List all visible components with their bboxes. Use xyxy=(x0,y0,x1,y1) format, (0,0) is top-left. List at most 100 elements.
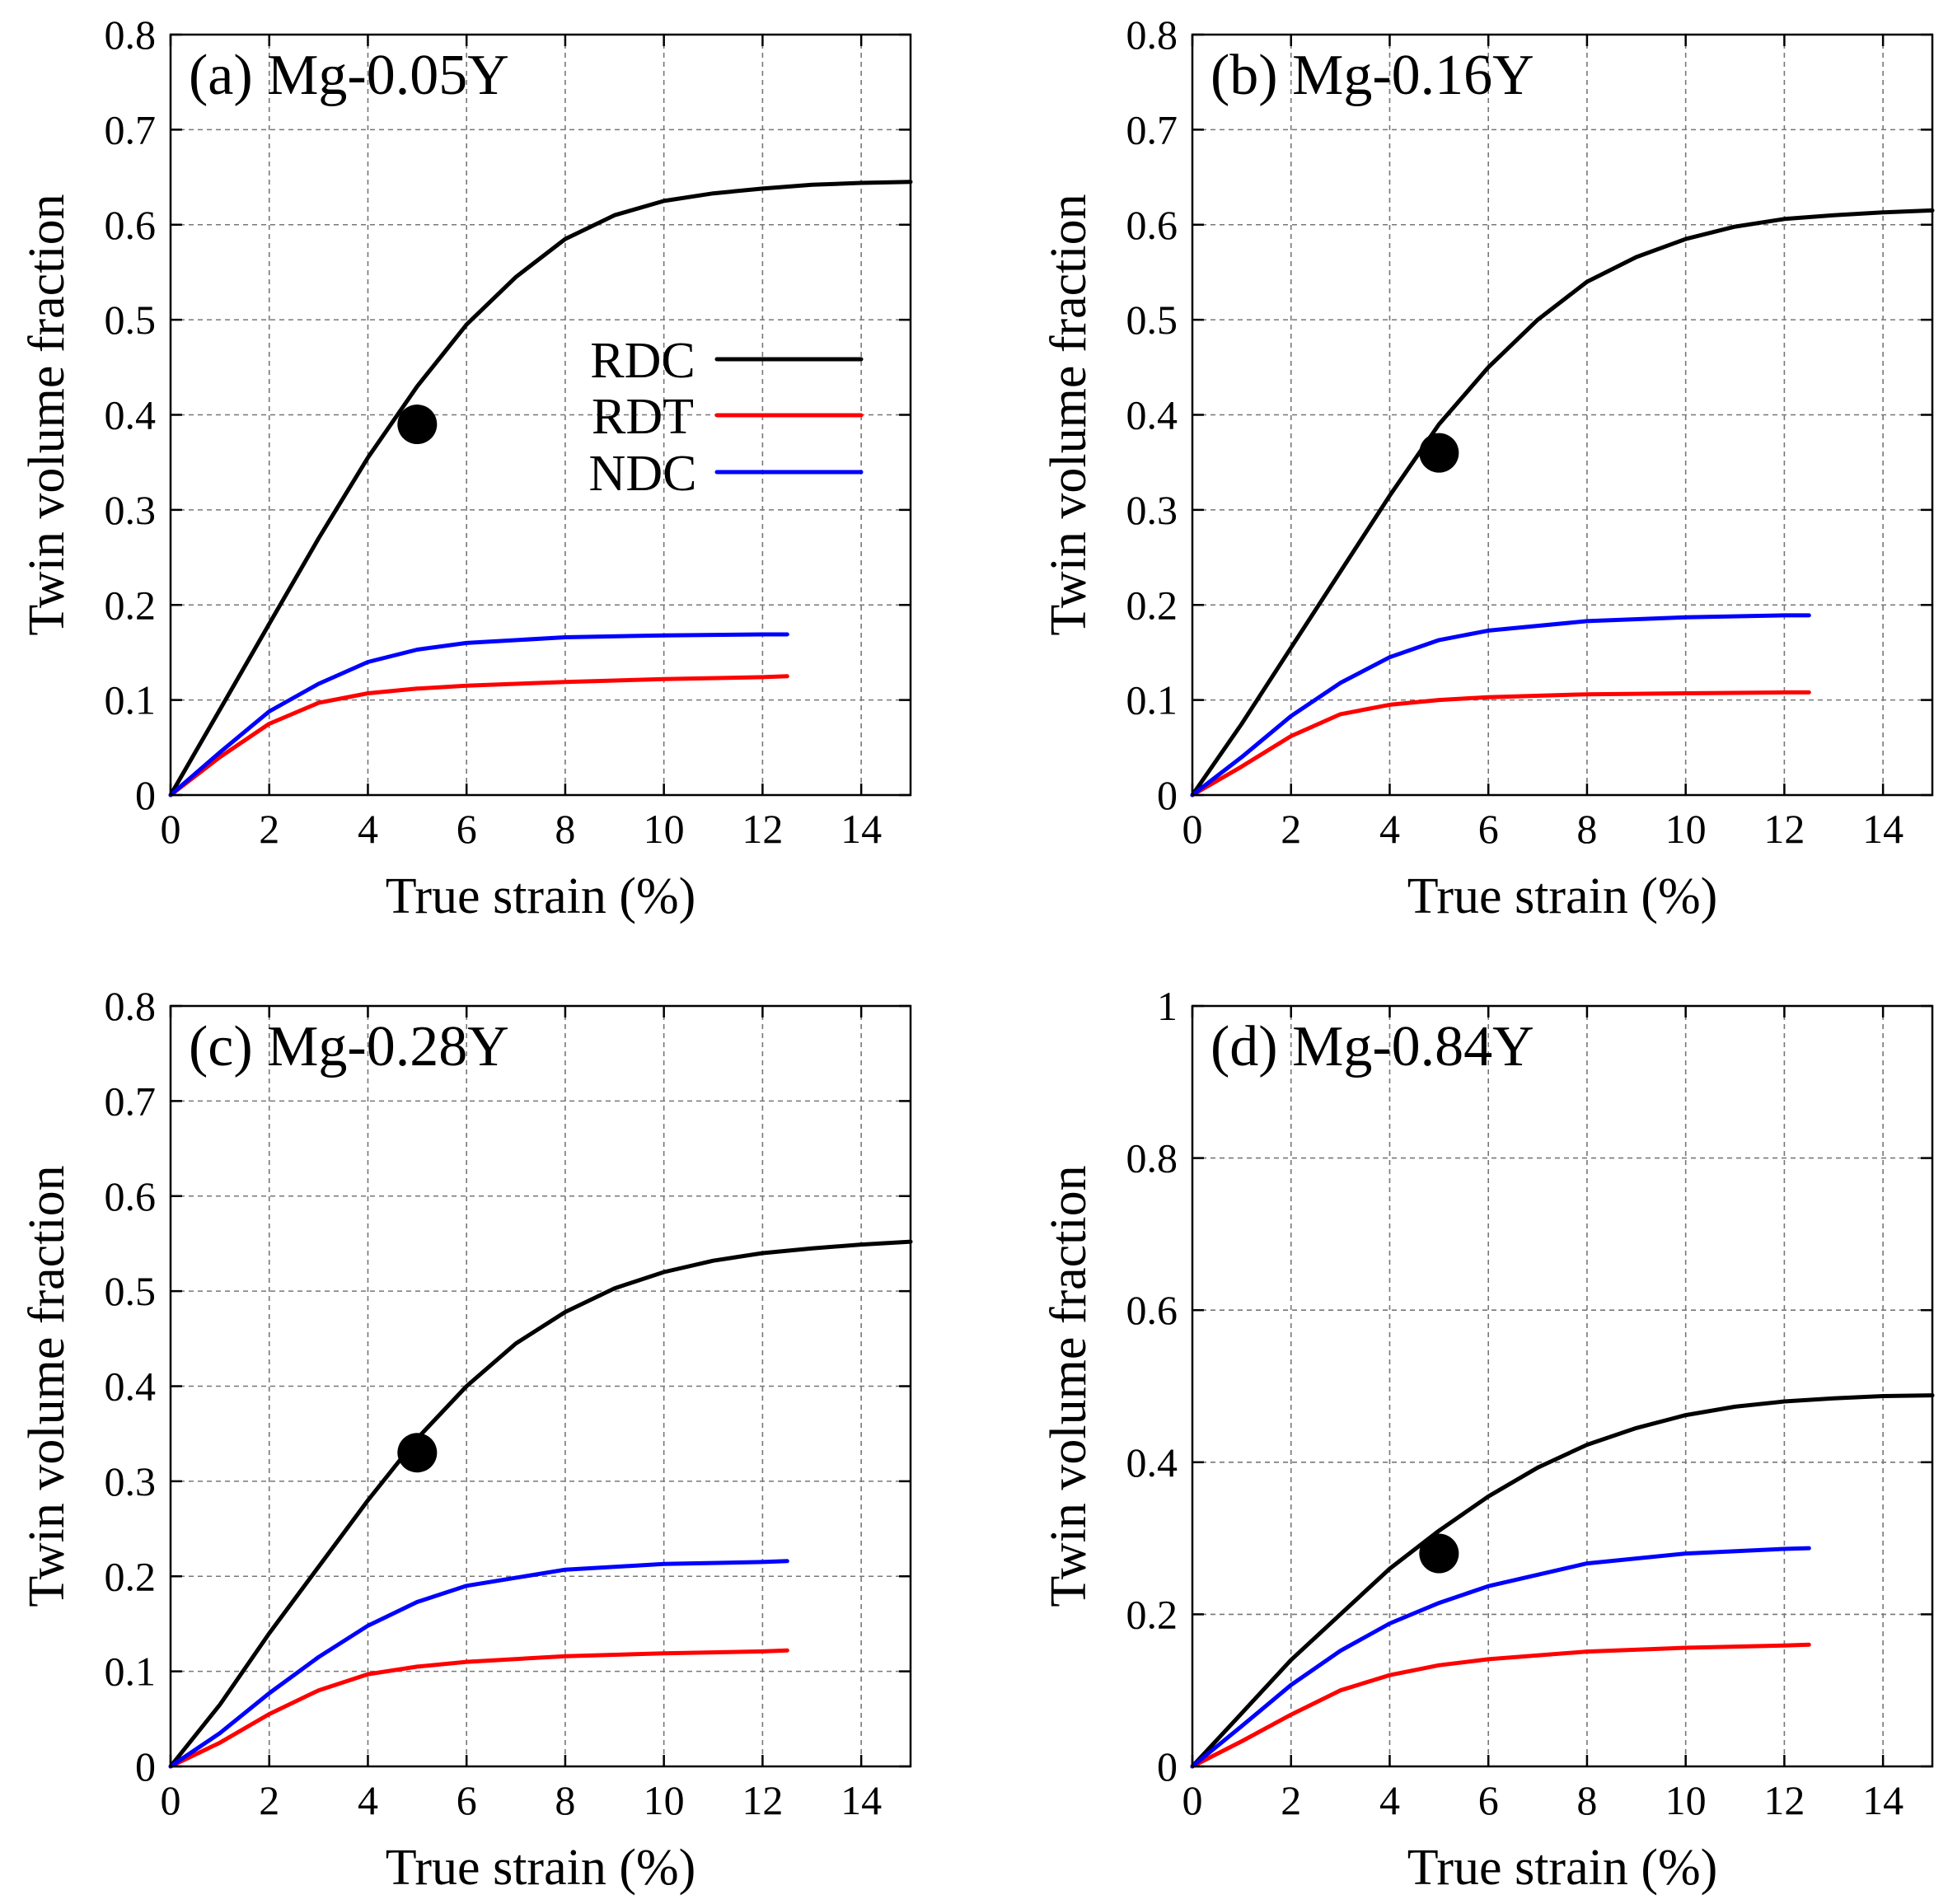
x-tick-label: 8 xyxy=(555,806,575,852)
y-tick-label: 0.1 xyxy=(105,677,157,723)
y-tick-label: 0.8 xyxy=(105,983,157,1029)
series-line-ndc xyxy=(1190,613,1811,798)
y-axis-label: Twin volume fraction xyxy=(19,194,75,635)
y-tick-label: 0 xyxy=(135,1743,156,1789)
panel-title: (d) Mg-0.84Y xyxy=(1210,1015,1534,1078)
x-tick-label: 14 xyxy=(1862,1777,1904,1823)
series-line-ndc xyxy=(168,632,789,798)
y-tick-label: 0.8 xyxy=(1126,12,1178,58)
x-tick-label: 10 xyxy=(1665,1777,1707,1823)
y-tick-label: 0.6 xyxy=(105,1173,157,1219)
y-tick-label: 0.2 xyxy=(1126,582,1178,628)
grid xyxy=(1192,35,1932,795)
grid xyxy=(171,1006,911,1766)
panel-title: (a) Mg-0.05Y xyxy=(189,44,509,107)
series-line-rdc xyxy=(1190,1393,1935,1769)
x-tick-label: 14 xyxy=(841,806,882,852)
y-tick-label: 0 xyxy=(135,772,156,818)
series-line-rdc xyxy=(168,1239,913,1769)
x-tick-label: 0 xyxy=(161,1777,181,1823)
x-tick-label: 6 xyxy=(1478,806,1499,852)
panel-title: (c) Mg-0.28Y xyxy=(189,1015,509,1078)
y-tick-label: 0.1 xyxy=(1126,677,1178,723)
data-point-marker xyxy=(397,1433,438,1473)
x-tick-label: 12 xyxy=(1763,1777,1805,1823)
y-tick-label: 1 xyxy=(1157,983,1178,1029)
panel-title: (b) Mg-0.16Y xyxy=(1210,44,1534,107)
x-tick-label: 6 xyxy=(457,806,477,852)
chart-panel-4: 0 2 4 6 8 10 12 14 0 0.2 0.4 0.6 0.8 1 True strain (%)… xyxy=(1041,983,1935,1896)
x-tick-label: 14 xyxy=(1862,806,1904,852)
y-axis-label: Twin volume fraction xyxy=(1041,1165,1097,1607)
x-tick-label: 2 xyxy=(259,806,279,852)
x-tick-label: 12 xyxy=(742,1777,783,1823)
x-axis-label: True strain (%) xyxy=(386,868,696,924)
y-tick-label: 0.3 xyxy=(105,487,157,533)
y-tick-label: 0.7 xyxy=(1126,106,1178,152)
series-line-ndc xyxy=(1190,1546,1811,1769)
y-tick-label: 0.4 xyxy=(1126,1439,1178,1485)
x-tick-label: 12 xyxy=(1763,806,1805,852)
y-tick-label: 0.2 xyxy=(105,582,157,628)
x-tick-label: 4 xyxy=(358,806,378,852)
chart-panel-2: 0 2 4 6 8 10 12 14 0 0.1 0.2 0.3 0.4 0.5 0.6 0.7 0.8 True… xyxy=(1041,12,1935,924)
x-tick-label: 0 xyxy=(161,806,181,852)
x-tick-label: 10 xyxy=(644,1777,685,1823)
legend-label-rdc: RDC xyxy=(590,333,695,389)
x-axis-label: True strain (%) xyxy=(386,1840,696,1896)
x-axis-label: True strain (%) xyxy=(1407,1840,1718,1896)
y-tick-label: 0.8 xyxy=(105,12,157,58)
x-tick-label: 2 xyxy=(1281,1777,1301,1823)
x-tick-label: 8 xyxy=(1576,806,1597,852)
x-tick-label: 4 xyxy=(358,1777,378,1823)
legend-label-rdt: RDT xyxy=(592,389,694,445)
y-tick-label: 0.6 xyxy=(1126,1287,1178,1333)
y-tick-label: 0.4 xyxy=(105,1364,157,1410)
x-tick-label: 10 xyxy=(644,806,685,852)
data-point-marker xyxy=(1419,433,1459,473)
x-tick-label: 14 xyxy=(841,1777,882,1823)
y-tick-label: 0.7 xyxy=(105,1078,157,1124)
series-line-rdt xyxy=(1190,690,1811,798)
x-tick-label: 2 xyxy=(1281,806,1301,852)
y-axis-label: Twin volume fraction xyxy=(19,1165,75,1607)
grid xyxy=(1192,1006,1932,1766)
series-line-rdc xyxy=(168,180,913,798)
y-tick-label: 0 xyxy=(1157,772,1178,818)
x-tick-label: 2 xyxy=(259,1777,279,1823)
data-point-marker xyxy=(1419,1533,1459,1574)
y-axis-label: Twin volume fraction xyxy=(1041,194,1097,635)
series-line-rdt xyxy=(168,1648,789,1769)
series-line-ndc xyxy=(168,1559,789,1769)
y-tick-label: 0.7 xyxy=(105,106,157,152)
y-tick-label: 0.3 xyxy=(105,1458,157,1504)
series-line-rdt xyxy=(1190,1642,1811,1769)
chart-panel-1: 0 2 4 6 8 10 12 14 0 0.1 0.2 0.3 0.4 0.5 0.6 0.7 0.8 True… xyxy=(19,12,913,924)
series-line-rdt xyxy=(168,674,789,798)
x-tick-label: 4 xyxy=(1379,806,1400,852)
y-tick-label: 0.2 xyxy=(105,1553,157,1599)
y-tick-label: 0.8 xyxy=(1126,1135,1178,1181)
y-tick-label: 0.5 xyxy=(105,297,157,343)
x-tick-label: 4 xyxy=(1379,1777,1400,1823)
y-tick-label: 0.5 xyxy=(1126,297,1178,343)
chart-panel-3: 0 2 4 6 8 10 12 14 0 0.1 0.2 0.3 0.4 0.5 0.6 0.7 0.8 True… xyxy=(19,983,913,1896)
series-line-rdc xyxy=(1190,208,1935,798)
y-tick-label: 0 xyxy=(1157,1743,1178,1789)
y-tick-label: 0.6 xyxy=(1126,202,1178,248)
x-tick-label: 0 xyxy=(1182,806,1203,852)
y-tick-label: 0.2 xyxy=(1126,1591,1178,1637)
x-axis-label: True strain (%) xyxy=(1407,868,1718,924)
y-tick-label: 0.4 xyxy=(1126,392,1178,438)
x-tick-label: 10 xyxy=(1665,806,1707,852)
y-tick-label: 0.4 xyxy=(105,392,157,438)
y-tick-label: 0.3 xyxy=(1126,487,1178,533)
y-tick-label: 0.6 xyxy=(105,202,157,248)
x-tick-label: 6 xyxy=(1478,1777,1499,1823)
plot-frame xyxy=(1191,1004,1934,1768)
y-tick-label: 0.5 xyxy=(105,1268,157,1314)
legend-label-ndc: NDC xyxy=(589,446,697,502)
y-tick-label: 0.1 xyxy=(105,1649,157,1695)
